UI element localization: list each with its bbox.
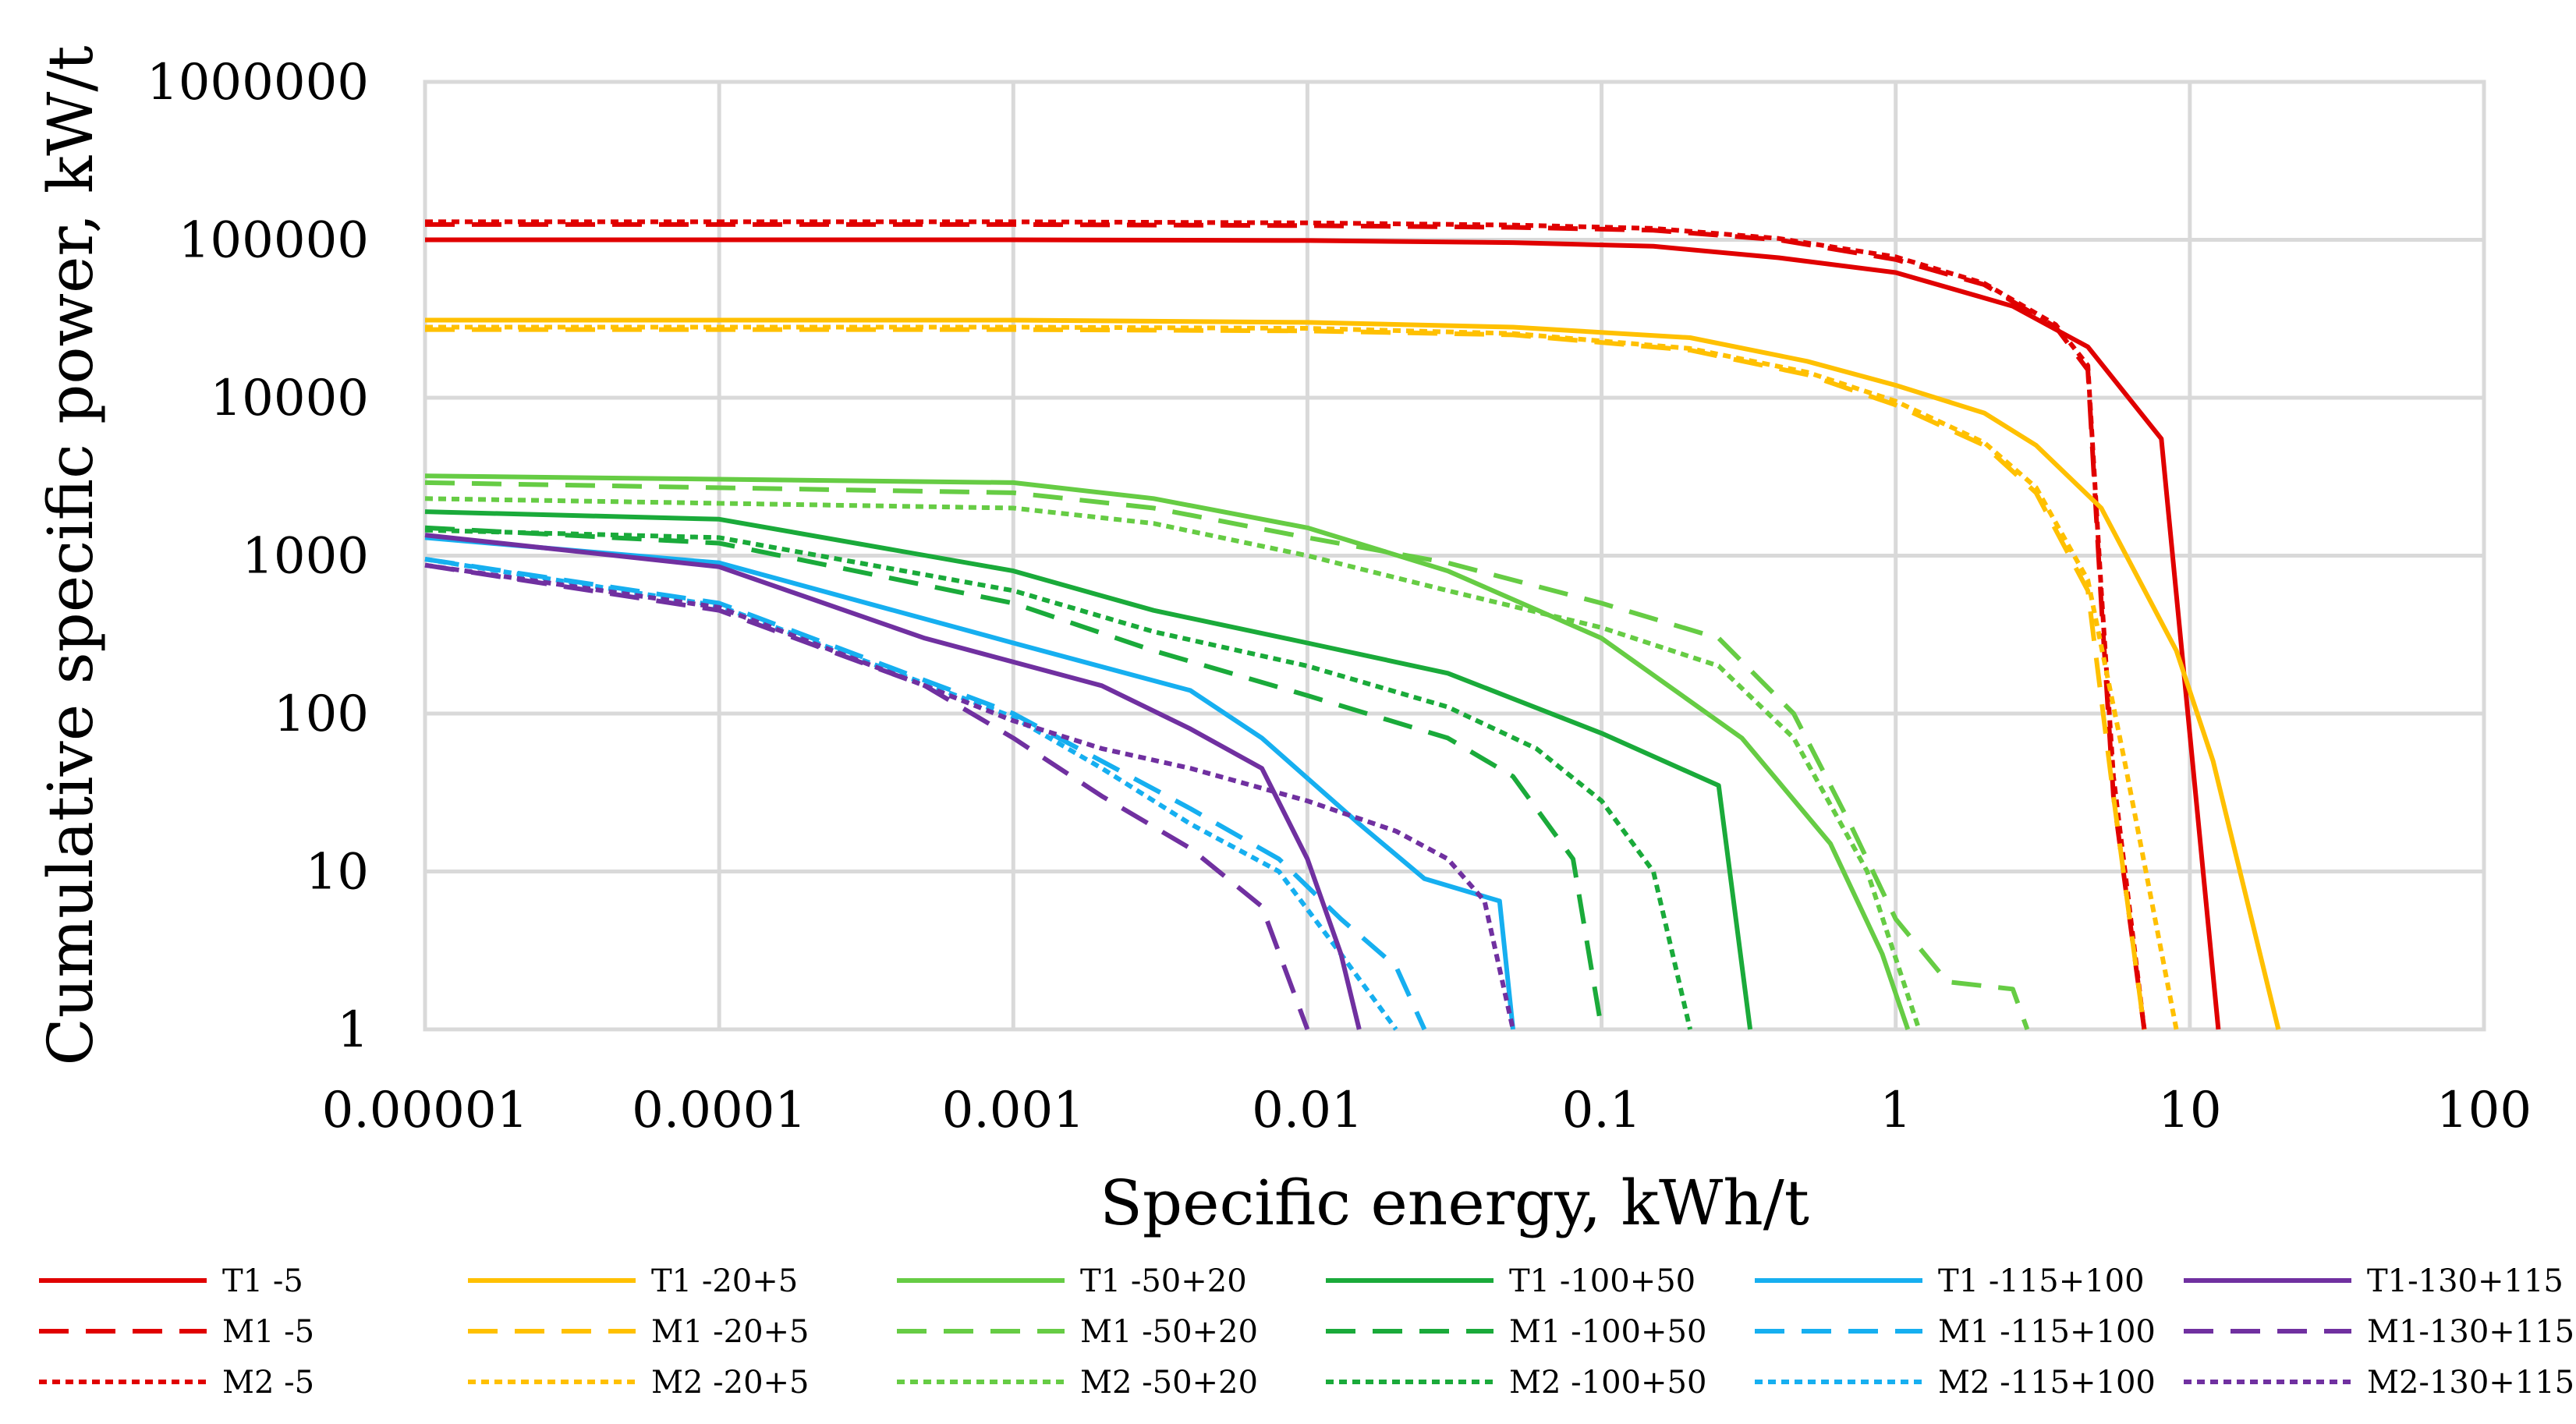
plot-area-border bbox=[423, 80, 2486, 1032]
y-tick-label: 1 bbox=[337, 1001, 369, 1059]
legend-label: M2 -5 bbox=[222, 1365, 314, 1401]
x-tick-label: 1 bbox=[1880, 1082, 1912, 1139]
y-axis-title: Cumulative specific power, kW/t bbox=[34, 45, 107, 1065]
legend: T1 -5 M1 -5 M2 -5 T1 -20+5 M1 -20+5 M2 -20+5 T… bbox=[39, 1263, 2574, 1401]
legend-label: M1 -5 bbox=[222, 1314, 314, 1350]
legend-label: M1 -100+50 bbox=[1509, 1314, 1706, 1350]
legend-label: T1-130+115 bbox=[2367, 1263, 2564, 1299]
y-tick-label: 100000 bbox=[179, 212, 369, 270]
x-tick-label: 10 bbox=[2158, 1082, 2221, 1139]
y-tick-label: 10000 bbox=[210, 370, 369, 427]
legend-label: M2 -100+50 bbox=[1509, 1365, 1706, 1401]
x-tick-label: 0.001 bbox=[942, 1082, 1085, 1139]
legend-label: M1 -50+20 bbox=[1080, 1314, 1258, 1350]
y-tick-label: 10 bbox=[306, 844, 369, 902]
series-line-m1-115-100 bbox=[424, 557, 1427, 1031]
series-line-m2-130-115 bbox=[424, 562, 1515, 1030]
legend-label: M1-130+115 bbox=[2367, 1314, 2574, 1350]
legend-label: M2-130+115 bbox=[2367, 1365, 2574, 1401]
x-tick-label: 100 bbox=[2436, 1082, 2532, 1139]
x-axis-title: Specific energy, kWh/t bbox=[1100, 1167, 1809, 1239]
series-line-m2-100-50 bbox=[424, 527, 1693, 1030]
series-line-m2-20-5 bbox=[425, 324, 2179, 1030]
series-line-m1-20-5 bbox=[425, 327, 2147, 1030]
series-lines bbox=[424, 219, 2281, 1031]
series-line-m1-50-20 bbox=[424, 480, 2030, 1031]
series-line-t1-5 bbox=[425, 237, 2221, 1030]
y-tick-label: 1000 bbox=[242, 528, 369, 586]
tick-labels: 1 10 100 1000 10000 100000 1000000 0.00001 0.000… bbox=[147, 54, 2532, 1139]
y-tick-label: 1000000 bbox=[147, 54, 369, 112]
x-tick-label: 0.00001 bbox=[322, 1082, 529, 1139]
series-line-m2-5 bbox=[425, 219, 2147, 1030]
x-tick-label: 0.01 bbox=[1252, 1082, 1363, 1139]
legend-label: M2 -50+20 bbox=[1080, 1365, 1258, 1401]
legend-label: M1 -115+100 bbox=[1938, 1314, 2156, 1350]
series-line-t1-20-5 bbox=[425, 317, 2281, 1030]
x-tick-label: 0.1 bbox=[1562, 1082, 1642, 1139]
legend-label: M2 -115+100 bbox=[1938, 1365, 2156, 1401]
series-line-t1-50-20 bbox=[424, 473, 1911, 1030]
legend-label: T1 -115+100 bbox=[1938, 1263, 2145, 1299]
legend-label: M2 -20+5 bbox=[651, 1365, 810, 1401]
legend-label: T1 -100+50 bbox=[1509, 1263, 1695, 1299]
legend-label: T1 -5 bbox=[222, 1263, 303, 1299]
series-line-m1-100-50 bbox=[424, 525, 1604, 1030]
legend-label: T1 -50+20 bbox=[1080, 1263, 1247, 1299]
series-line-t1-115-100 bbox=[424, 535, 1515, 1030]
legend-label: T1 -20+5 bbox=[651, 1263, 798, 1299]
legend-label: M1 -20+5 bbox=[651, 1314, 810, 1350]
y-tick-label: 100 bbox=[274, 685, 369, 743]
series-line-t1-100-50 bbox=[424, 509, 1753, 1030]
x-tick-label: 0.0001 bbox=[632, 1082, 806, 1139]
series-line-t1-130-115 bbox=[424, 533, 1362, 1030]
